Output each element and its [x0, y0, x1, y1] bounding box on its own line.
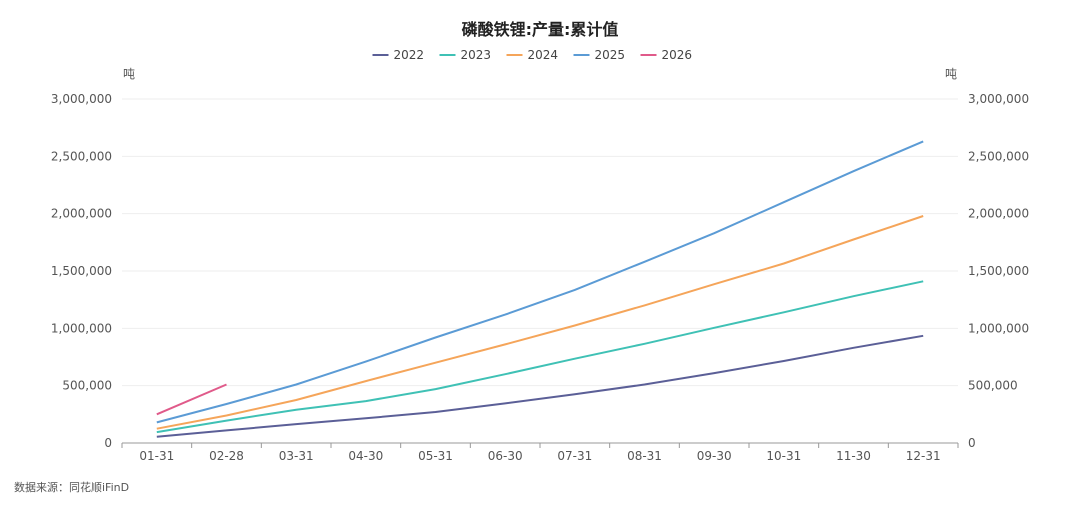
x-tick-label: 08-31: [627, 449, 662, 463]
y-axis-left: 0 500,000 1,000,000 1,500,000 2,000,000 2,500…: [51, 92, 112, 450]
legend-label: 2024: [528, 48, 559, 62]
x-tick-label: 06-30: [488, 449, 523, 463]
y-axis-right: 0 500,000 1,000,000 1,500,000 2,000,000 2,500…: [968, 92, 1029, 450]
y-tick-label-left: 2,000,000: [51, 207, 112, 221]
series-line-2024: [156, 215, 924, 430]
series-line-2022: [156, 334, 924, 438]
legend-item-2025[interactable]: 2025: [573, 48, 626, 62]
y-tick-label-right: 0: [968, 436, 976, 450]
legend-item-2023[interactable]: 2023: [439, 48, 492, 62]
series-lines: [156, 140, 924, 438]
y-tick-label-right: 1,000,000: [968, 321, 1029, 335]
legend-label: 2026: [662, 48, 693, 62]
data-source: 数据来源：同花顺iFinD: [14, 480, 129, 494]
y-tick-label-right: 500,000: [968, 379, 1018, 393]
grid-lines: [122, 98, 958, 387]
x-tick-label: 09-30: [697, 449, 732, 463]
x-tick-label: 01-31: [139, 449, 174, 463]
series-line-2026: [156, 383, 227, 416]
legend-label: 2022: [394, 48, 425, 62]
x-tick-label: 07-31: [557, 449, 592, 463]
y-tick-label-left: 500,000: [62, 379, 112, 393]
x-tick-label: 12-31: [906, 449, 941, 463]
x-tick-label: 03-31: [279, 449, 314, 463]
legend-item-2022[interactable]: 2022: [372, 48, 425, 62]
y-tick-label-left: 0: [104, 436, 112, 450]
y-tick-label-left: 1,500,000: [51, 264, 112, 278]
series-line-2023: [156, 280, 924, 434]
series-line-2025: [156, 140, 924, 424]
legend-label: 2025: [595, 48, 626, 62]
y-tick-label-right: 1,500,000: [968, 264, 1029, 278]
y-tick-label-right: 2,500,000: [968, 149, 1029, 163]
y-tick-label-left: 2,500,000: [51, 149, 112, 163]
legend-item-2026[interactable]: 2026: [640, 48, 693, 62]
x-tick-label: 02-28: [209, 449, 244, 463]
chart-title: 磷酸铁锂:产量:累计值: [462, 20, 619, 39]
y-axis-unit-left: 吨: [123, 67, 135, 81]
x-tick-label: 04-30: [348, 449, 383, 463]
legend-item-2024[interactable]: 2024: [506, 48, 559, 62]
y-tick-label-right: 3,000,000: [968, 92, 1029, 106]
legend-label: 2023: [461, 48, 492, 62]
x-tick-label: 11-30: [836, 449, 871, 463]
x-axis: 01-31 02-28 03-31 04-30 05-31 06-30 07-31 08-31…: [121, 442, 959, 463]
y-axis-unit-right: 吨: [945, 67, 957, 81]
x-tick-label: 05-31: [418, 449, 453, 463]
y-tick-label-left: 1,000,000: [51, 321, 112, 335]
y-tick-label-left: 3,000,000: [51, 92, 112, 106]
y-tick-label-right: 2,000,000: [968, 207, 1029, 221]
legend[interactable]: 2022 2023 2024 2025 2026: [372, 48, 693, 62]
x-tick-label: 10-31: [766, 449, 801, 463]
